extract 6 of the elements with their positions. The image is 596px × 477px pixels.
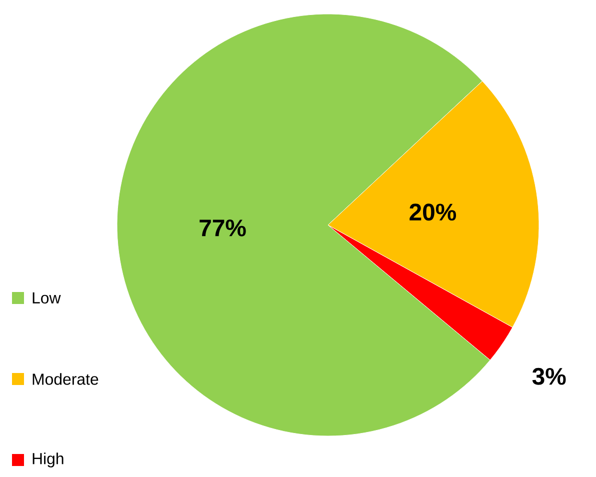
legend-label: Moderate <box>32 373 98 385</box>
data-label: 3% <box>532 368 566 385</box>
data-label: 20% <box>410 204 456 221</box>
data-label: 77% <box>200 220 246 236</box>
legend-label: Low <box>32 292 61 304</box>
legend-label: High <box>32 452 64 468</box>
